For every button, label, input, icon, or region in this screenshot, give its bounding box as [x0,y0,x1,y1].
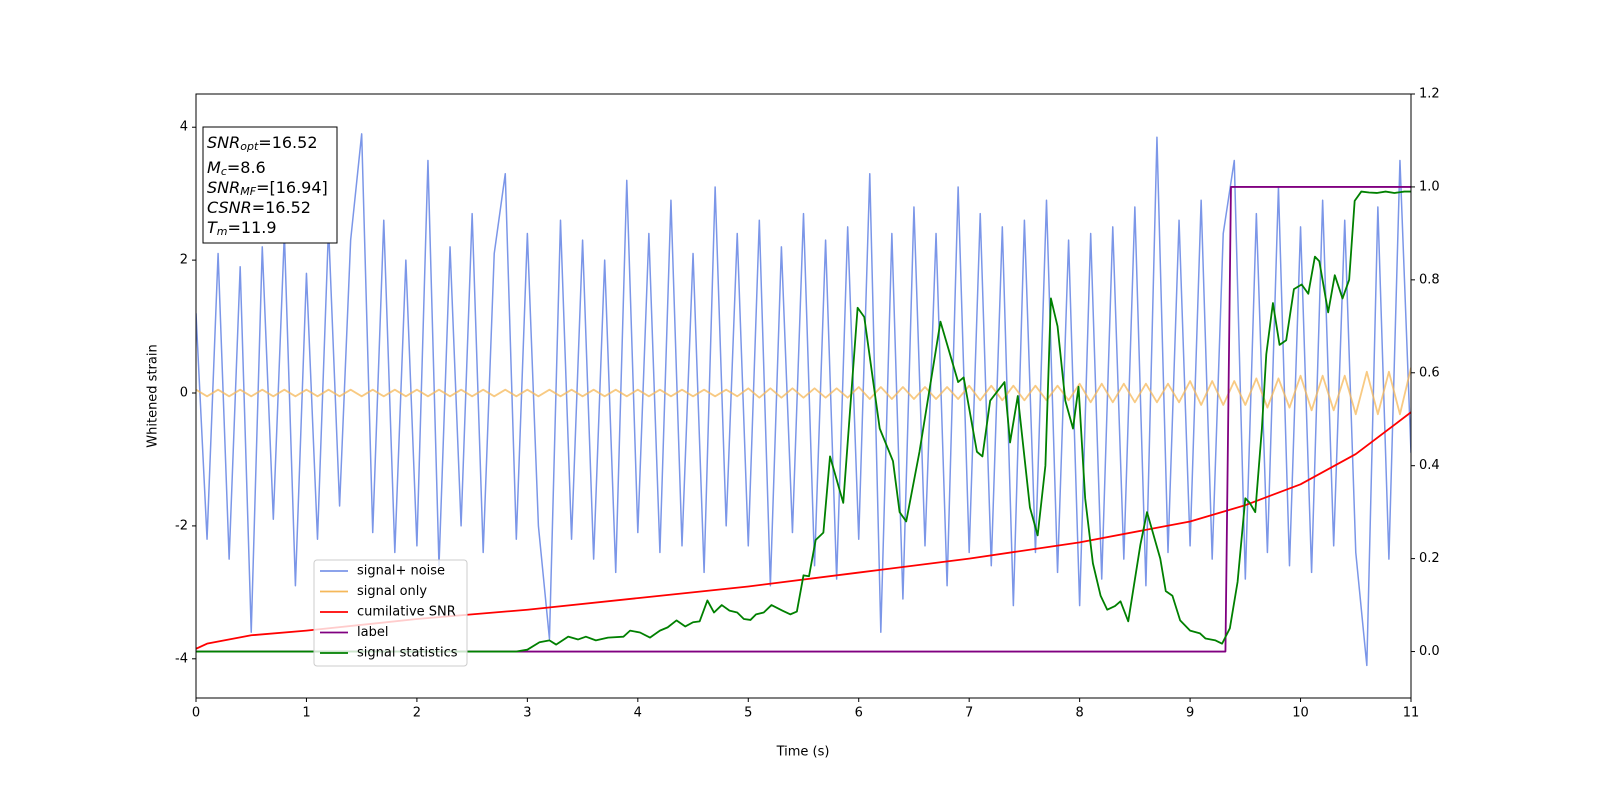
x-axis-label: Time (s) [776,745,830,760]
x-tick-label: 8 [1075,706,1083,721]
axes-frame [195,93,1412,699]
annotation: Mc=8.6 [207,158,266,179]
y2-tick-label: 0.4 [1419,458,1440,473]
annotation-symbol: CSNR [207,198,252,217]
x-tick-label: 2 [413,706,421,721]
x-tick-label: 3 [523,706,531,721]
annotation-value: =16.52 [252,198,311,217]
x-tick-label: 1 [302,706,310,721]
annotation: SNRopt=16.52 [207,133,318,154]
legend-label: label [357,625,388,640]
x-tick-label: 5 [744,706,752,721]
y-tick-label: -2 [175,518,188,533]
y-tick-label: 2 [180,253,188,268]
annotation-box [202,126,338,244]
x-tick-label: 11 [1403,706,1420,721]
annotation-symbol: SNR [207,133,240,152]
annotation-value: =11.9 [228,218,277,237]
annotation: SNRMF=[16.94] [207,178,328,199]
legend-label: cumilative SNR [357,605,456,620]
legend-label: signal statistics [357,646,458,661]
y-tick-label: -4 [175,651,188,666]
annotation-subscript: opt [240,140,259,153]
annotation: CSNR=16.52 [207,198,311,217]
x-tick-label: 4 [634,706,642,721]
series-line [196,190,1411,653]
annotation-subscript: m [217,225,228,238]
y2-tick-label: 1.0 [1419,179,1440,194]
y2-tick-label: 0.2 [1419,551,1440,566]
series-line [196,133,1411,667]
legend-label: signal only [357,584,427,599]
annotation-symbol: M [207,158,221,177]
annotation-symbol: T [207,218,218,237]
annotation-value: =16.52 [258,133,317,152]
legend-label: signal+ noise [357,564,445,579]
x-tick-label: 6 [855,706,863,721]
x-tick-label: 10 [1292,706,1309,721]
legend-box [313,559,468,667]
annotation-value: =[16.94] [256,178,328,197]
series-line [196,186,1411,653]
x-tick-label: 9 [1186,706,1194,721]
y-tick-label: 4 [180,120,188,135]
plot-area [196,133,1411,667]
annotation-subscript: c [221,165,227,178]
annotation-subscript: MF [240,185,256,198]
y2-tick-label: 0.0 [1419,644,1440,659]
y2-tick-label: 1.2 [1419,87,1440,102]
x-tick-label: 0 [192,706,200,721]
y2-tick-label: 0.8 [1419,272,1440,287]
annotation: Tm=11.9 [207,218,277,239]
y2-tick-label: 0.6 [1419,365,1440,380]
annotation-symbol: SNR [207,178,240,197]
x-tick-label: 7 [965,706,973,721]
series-line [196,367,1411,416]
y-axis-label: Whitened strain [146,344,161,447]
annotation-value: =8.6 [227,158,266,177]
y-tick-label: 0 [180,386,188,401]
